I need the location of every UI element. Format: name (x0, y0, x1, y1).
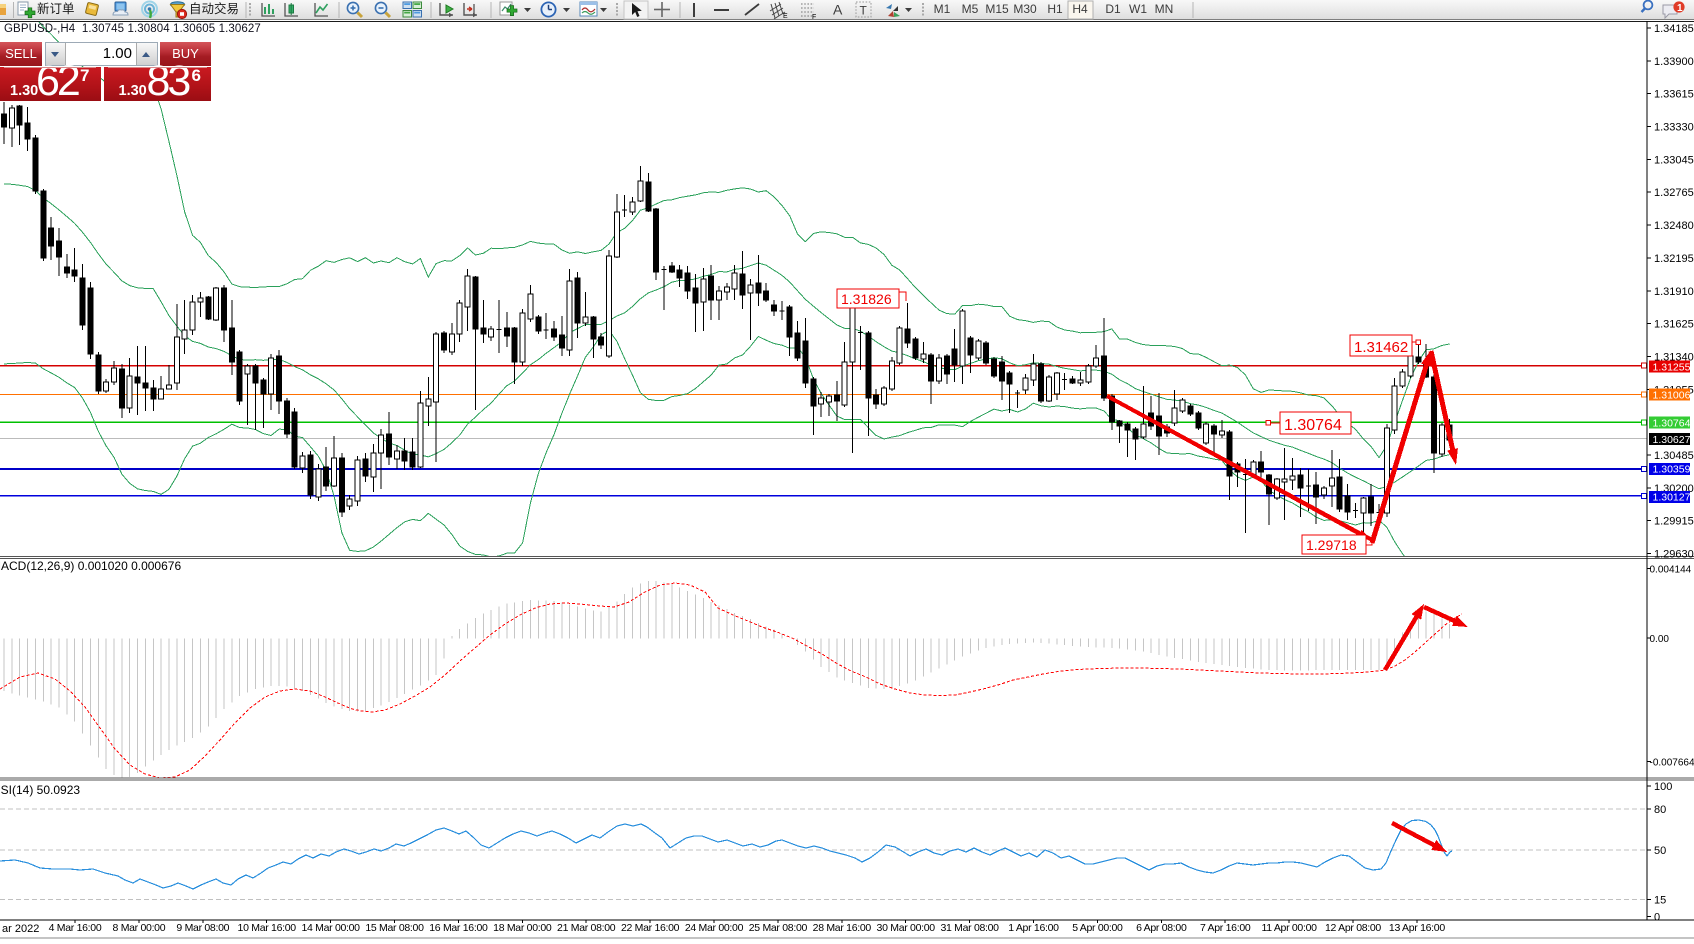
svg-text:1.30764: 1.30764 (1284, 417, 1342, 434)
svg-text:T: T (860, 4, 868, 18)
svg-text:1.31006: 1.31006 (1653, 389, 1691, 401)
svg-text:22 Mar 16:00: 22 Mar 16:00 (621, 922, 680, 934)
svg-text:RSI(14) 50.0923: RSI(14) 50.0923 (0, 783, 80, 797)
svg-text:11 Apr 00:00: 11 Apr 00:00 (1262, 922, 1318, 934)
svg-text:15 Mar 08:00: 15 Mar 08:00 (365, 922, 424, 934)
svg-text:15: 15 (1654, 895, 1666, 907)
svg-text:1.31910: 1.31910 (1654, 286, 1694, 298)
svg-text:5 Apr 00:00: 5 Apr 00:00 (1072, 922, 1123, 934)
svg-text:12 Apr 08:00: 12 Apr 08:00 (1325, 922, 1381, 934)
svg-text:0: 0 (1654, 912, 1660, 924)
svg-text:1 Apr 16:00: 1 Apr 16:00 (1008, 922, 1059, 934)
svg-text:1.30485: 1.30485 (1654, 450, 1694, 462)
svg-text:ar 2022: ar 2022 (2, 923, 39, 935)
svg-text:10 Mar 16:00: 10 Mar 16:00 (238, 922, 297, 934)
svg-text:31 Mar 08:00: 31 Mar 08:00 (940, 922, 999, 934)
svg-text:1.32765: 1.32765 (1654, 187, 1694, 199)
svg-text:0.00: 0.00 (1650, 634, 1670, 645)
svg-text:30 Mar 00:00: 30 Mar 00:00 (877, 922, 936, 934)
svg-text:1.33900: 1.33900 (1654, 56, 1694, 68)
svg-text:1.31625: 1.31625 (1654, 319, 1694, 331)
svg-text:6 Apr 08:00: 6 Apr 08:00 (1136, 922, 1187, 934)
svg-text:1.30359: 1.30359 (1653, 464, 1691, 476)
svg-text:8 Mar 00:00: 8 Mar 00:00 (113, 922, 166, 934)
svg-text:1: 1 (1677, 3, 1683, 14)
svg-text:1.34185: 1.34185 (1654, 23, 1694, 35)
svg-text:1.31255: 1.31255 (1653, 361, 1691, 373)
svg-text:7 Apr 16:00: 7 Apr 16:00 (1200, 922, 1251, 934)
svg-text:16 Mar 16:00: 16 Mar 16:00 (429, 922, 488, 934)
svg-text:1.33615: 1.33615 (1654, 89, 1694, 101)
svg-text:1.30764: 1.30764 (1653, 417, 1691, 429)
svg-text:-0.007664: -0.007664 (1650, 757, 1694, 768)
svg-text:24 Mar 00:00: 24 Mar 00:00 (685, 922, 744, 934)
svg-text:1.31462: 1.31462 (1354, 339, 1408, 356)
svg-text:25 Mar 08:00: 25 Mar 08:00 (749, 922, 808, 934)
svg-text:1.32480: 1.32480 (1654, 220, 1694, 232)
svg-text:4 Mar 16:00: 4 Mar 16:00 (49, 922, 102, 934)
svg-text:100: 100 (1654, 781, 1672, 793)
svg-text:E: E (783, 13, 788, 20)
svg-text:1.30127: 1.30127 (1653, 492, 1691, 504)
svg-text:80: 80 (1654, 804, 1666, 816)
svg-text:1.33330: 1.33330 (1654, 122, 1694, 134)
svg-text:21 Mar 08:00: 21 Mar 08:00 (557, 922, 616, 934)
svg-text:1.29718: 1.29718 (1306, 537, 1357, 553)
svg-text:1.33045: 1.33045 (1654, 154, 1694, 166)
svg-text:F: F (812, 14, 816, 20)
svg-text:A: A (833, 2, 843, 18)
svg-text:13 Apr 16:00: 13 Apr 16:00 (1389, 922, 1445, 934)
svg-text:1.29630: 1.29630 (1654, 549, 1694, 561)
svg-text:28 Mar 16:00: 28 Mar 16:00 (813, 922, 872, 934)
svg-text:1.30627: 1.30627 (1653, 434, 1691, 446)
svg-text:9 Mar 08:00: 9 Mar 08:00 (176, 922, 229, 934)
svg-text:1.29915: 1.29915 (1654, 516, 1694, 528)
svg-text:1.31826: 1.31826 (841, 291, 892, 307)
svg-text:MACD(12,26,9) 0.001020 0.00067: MACD(12,26,9) 0.001020 0.000676 (0, 559, 181, 573)
svg-text:18 Mar 00:00: 18 Mar 00:00 (493, 922, 552, 934)
svg-text:1.32195: 1.32195 (1654, 253, 1694, 265)
svg-text:14 Mar 00:00: 14 Mar 00:00 (301, 922, 360, 934)
svg-text:0.004144: 0.004144 (1650, 565, 1692, 576)
svg-text:50: 50 (1654, 845, 1666, 857)
